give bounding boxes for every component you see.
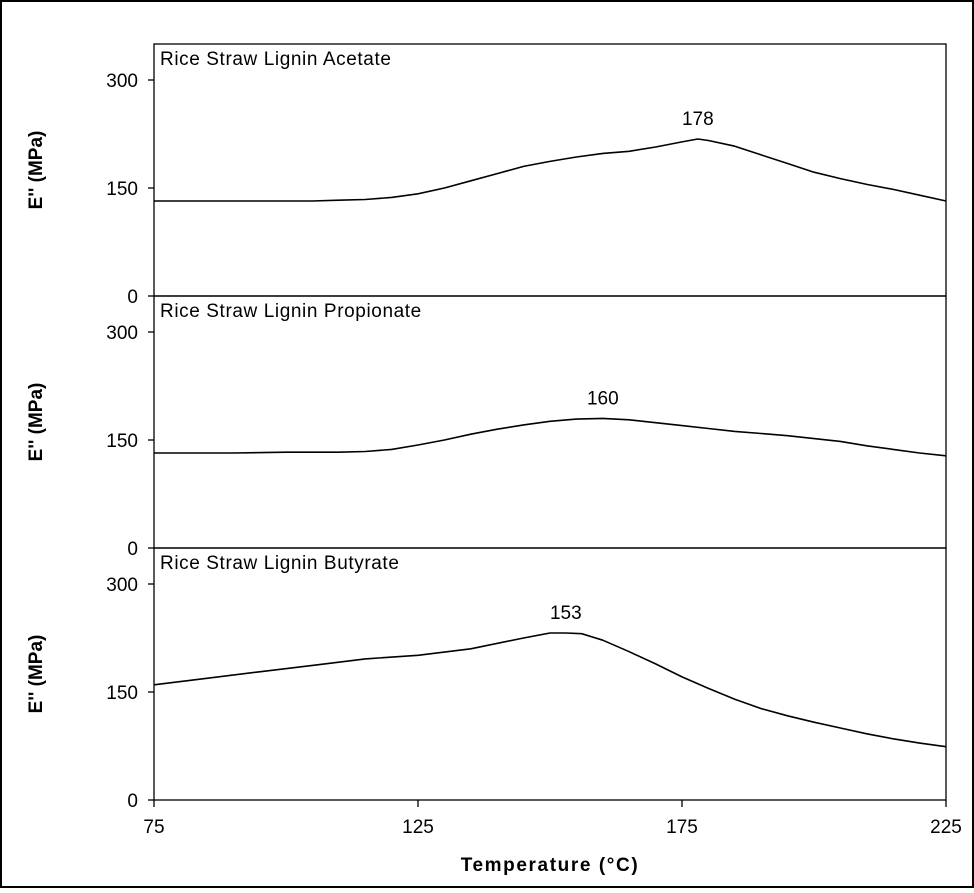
y-tick-label: 300 bbox=[106, 575, 138, 596]
panel-title: Rice Straw Lignin Acetate bbox=[160, 49, 392, 70]
peak-label: 153 bbox=[550, 603, 582, 624]
y-tick-label: 300 bbox=[106, 71, 138, 92]
y-tick-label: 150 bbox=[106, 179, 138, 200]
series-line bbox=[154, 417, 947, 457]
y-axis-label: E'' (MPa) bbox=[26, 383, 47, 462]
x-tick-label: 75 bbox=[143, 817, 164, 838]
panel-3: 0 150 300 E'' (MPa) Rice Straw Lignin Butyra… bbox=[26, 547, 947, 812]
panels-group: 0 150 300 E'' (MPa) Rice Straw Lignin Acetat… bbox=[26, 43, 962, 838]
y-tick-label: 0 bbox=[127, 791, 138, 812]
y-axis-label: E'' (MPa) bbox=[26, 131, 47, 210]
panel-2: 0 150 300 E'' (MPa) Rice Straw Lignin Propio… bbox=[26, 295, 947, 560]
plot-frame bbox=[153, 547, 947, 801]
panel-title: Rice Straw Lignin Propionate bbox=[160, 301, 422, 322]
peak-label: 178 bbox=[682, 109, 714, 130]
x-tick-label: 225 bbox=[930, 817, 962, 838]
y-axis-label: E'' (MPa) bbox=[26, 635, 47, 714]
y-tick-label: 300 bbox=[106, 323, 138, 344]
series-line bbox=[154, 138, 947, 202]
x-tick-label: 125 bbox=[402, 817, 434, 838]
series-line bbox=[153, 632, 947, 748]
panel-title: Rice Straw Lignin Butyrate bbox=[160, 553, 399, 574]
x-tick-label: 175 bbox=[666, 817, 698, 838]
y-tick-label: 150 bbox=[106, 683, 138, 704]
y-tick-label: 0 bbox=[127, 539, 138, 560]
y-tick-label: 150 bbox=[106, 431, 138, 452]
x-axis-label: Temperature (°C) bbox=[461, 855, 640, 876]
peak-label: 160 bbox=[587, 388, 619, 409]
y-tick-label: 0 bbox=[127, 287, 138, 308]
